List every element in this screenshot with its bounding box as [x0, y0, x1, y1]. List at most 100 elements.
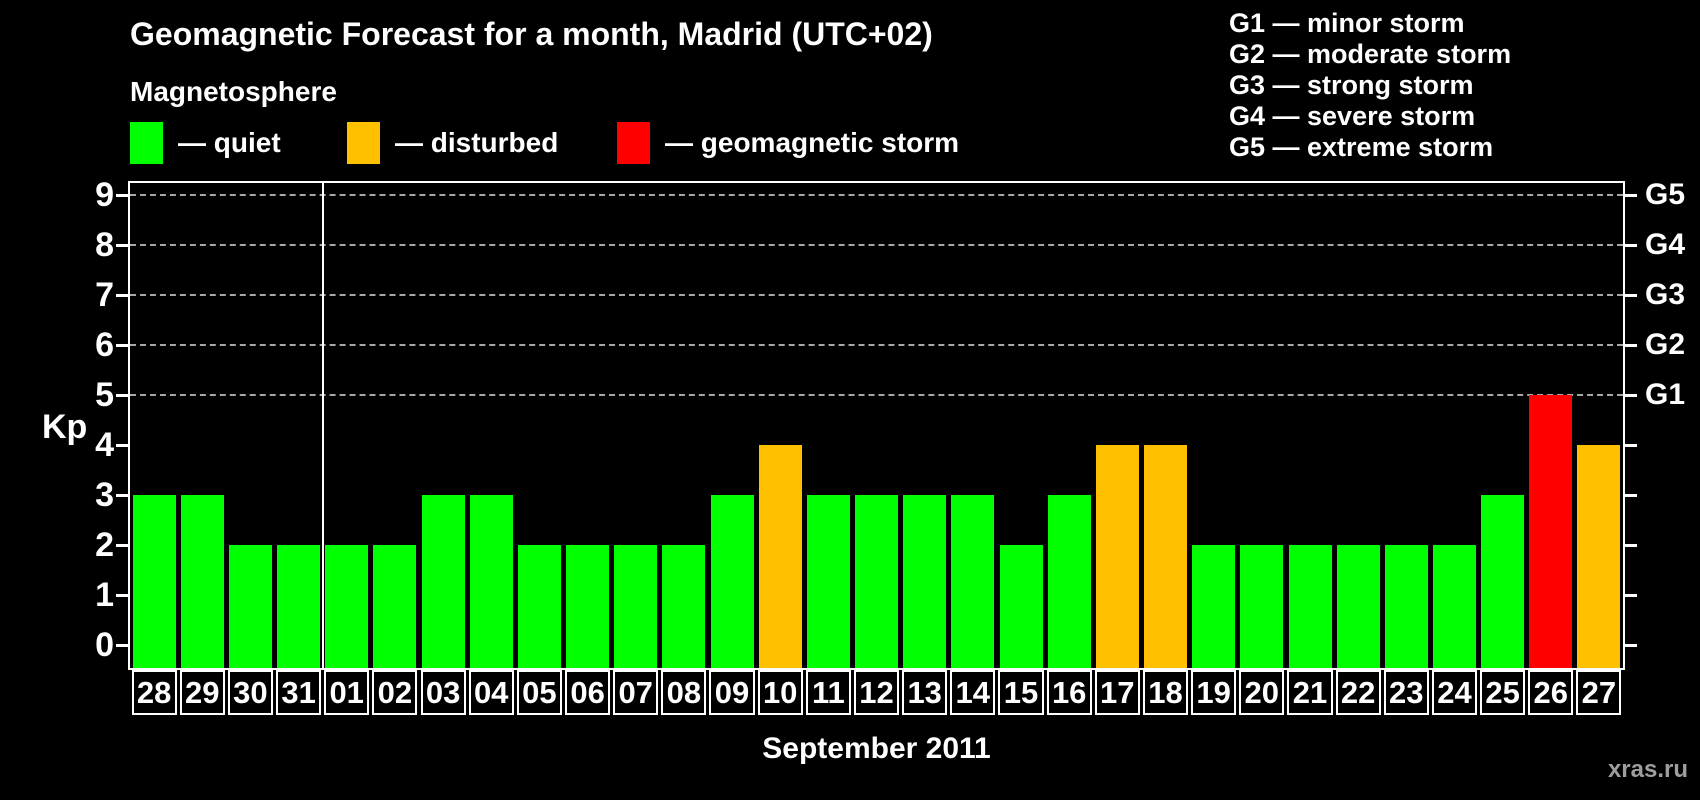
- g-axis-label-G2: G2: [1645, 328, 1686, 361]
- right-axis-tick-3: [1625, 494, 1637, 497]
- kp-bar-day-04: [469, 495, 513, 668]
- magnetosphere-legend: — quiet — disturbed — geomagnetic storm: [0, 122, 1700, 168]
- legend-swatch-storm: [617, 122, 650, 164]
- day-cell-05: 05: [516, 670, 562, 715]
- y-tick-label-9: 9: [95, 176, 114, 214]
- day-cell-17: 17: [1094, 670, 1140, 715]
- day-cell-24: 24: [1431, 670, 1478, 715]
- kp-bar-day-07: [614, 545, 658, 668]
- kp-bar-day-17: [1095, 445, 1139, 668]
- gridline-kp5: [130, 394, 1623, 396]
- right-axis-tick-2: [1625, 544, 1637, 547]
- legend-label-quiet: — quiet: [178, 127, 281, 158]
- kp-bar-day-13: [903, 495, 947, 668]
- g-axis-label-G4: G4: [1645, 228, 1686, 261]
- kp-bar-day-02: [373, 545, 417, 668]
- y-tick-label-0: 0: [95, 626, 114, 664]
- kp-bar-day-12: [855, 495, 898, 668]
- day-cell-04: 04: [468, 670, 514, 715]
- g-legend-line-1: G1 — minor storm: [1229, 8, 1465, 38]
- day-cell-08: 08: [661, 670, 707, 715]
- kp-bar-day-11: [806, 495, 850, 668]
- gridline-kp7: [130, 294, 1623, 296]
- kp-bar-day-18: [1144, 445, 1187, 668]
- y-axis-tick-5: [116, 394, 128, 397]
- day-cell-01: 01: [324, 670, 370, 715]
- right-axis-tick-4: [1625, 444, 1637, 447]
- gridline-kp9: [130, 194, 1623, 196]
- y-axis-tick-1: [116, 594, 128, 597]
- day-cell-28: 28: [131, 670, 177, 715]
- kp-bar-day-23: [1384, 545, 1428, 668]
- g-legend-line-5: G5 — extreme storm: [1229, 132, 1494, 162]
- g-axis-label-G3: G3: [1645, 278, 1686, 311]
- y-axis-tick-6: [116, 344, 128, 347]
- kp-bar-day-05: [517, 545, 561, 668]
- day-cell-13: 13: [902, 670, 948, 715]
- kp-bar-day-01: [325, 545, 369, 668]
- day-cell-09: 09: [709, 670, 755, 715]
- kp-bar-day-14: [951, 495, 995, 668]
- day-cell-18: 18: [1142, 670, 1189, 715]
- right-axis-tick-9: [1625, 194, 1637, 197]
- right-axis-tick-7: [1625, 294, 1637, 297]
- g-axis-label-G5: G5: [1645, 178, 1686, 211]
- kp-bar-day-19: [1192, 545, 1236, 668]
- day-cell-22: 22: [1335, 670, 1381, 715]
- kp-bar-day-27: [1577, 445, 1621, 668]
- kp-bar-day-25: [1481, 495, 1525, 668]
- kp-bar-day-09: [710, 495, 754, 668]
- day-cell-31: 31: [276, 670, 322, 715]
- legend-label-disturbed: — disturbed: [395, 127, 559, 158]
- kp-bar-day-06: [566, 545, 609, 668]
- day-cell-10: 10: [757, 670, 803, 715]
- y-axis-tick-0: [116, 644, 128, 647]
- y-tick-label-6: 6: [95, 326, 114, 364]
- gridline-kp6: [130, 344, 1623, 346]
- day-cell-19: 19: [1191, 670, 1237, 715]
- kp-bar-day-08: [662, 545, 706, 668]
- day-cell-23: 23: [1383, 670, 1429, 715]
- right-axis-tick-6: [1625, 344, 1637, 347]
- day-cell-15: 15: [998, 670, 1044, 715]
- kp-bar-day-31: [277, 545, 321, 668]
- day-cell-12: 12: [853, 670, 900, 715]
- legend-swatch-disturbed: [347, 122, 380, 164]
- y-axis-tick-9: [116, 194, 128, 197]
- kp-bar-day-03: [421, 495, 465, 668]
- day-cell-30: 30: [227, 670, 273, 715]
- day-cell-27: 27: [1576, 670, 1622, 715]
- day-cell-21: 21: [1287, 670, 1333, 715]
- y-tick-label-2: 2: [95, 526, 114, 564]
- kp-bar-day-20: [1240, 545, 1284, 668]
- day-cell-02: 02: [372, 670, 418, 715]
- kp-bar-day-22: [1336, 545, 1380, 668]
- month-label: September 2011: [762, 732, 991, 765]
- legend-item-disturbed: — disturbed: [347, 122, 558, 164]
- g-legend-line-3: G3 — strong storm: [1229, 70, 1474, 100]
- right-axis-tick-8: [1625, 244, 1637, 247]
- g-scale-legend: G1 — minor storm G2 — moderate storm G3 — …: [1229, 8, 1511, 163]
- day-cell-20: 20: [1239, 670, 1285, 715]
- day-cell-03: 03: [420, 670, 466, 715]
- kp-bar-day-15: [999, 545, 1043, 668]
- y-axis-tick-7: [116, 294, 128, 297]
- y-tick-label-1: 1: [95, 576, 114, 614]
- day-cell-07: 07: [613, 670, 659, 715]
- plot-area: [128, 181, 1625, 670]
- legend-item-storm: — geomagnetic storm: [617, 122, 959, 164]
- y-axis-tick-3: [116, 494, 128, 497]
- day-cell-14: 14: [950, 670, 996, 715]
- legend-item-quiet: — quiet: [130, 122, 281, 164]
- kp-bar-day-10: [758, 445, 802, 668]
- y-axis-tick-2: [116, 544, 128, 547]
- day-cell-29: 29: [179, 670, 225, 715]
- kp-bar-day-28: [132, 495, 176, 668]
- legend-swatch-quiet: [130, 122, 163, 164]
- day-cell-26: 26: [1528, 670, 1574, 715]
- y-tick-label-4: 4: [95, 426, 114, 464]
- watermark: xras.ru: [1607, 756, 1688, 783]
- day-cell-25: 25: [1480, 670, 1526, 715]
- day-cell-11: 11: [805, 670, 851, 715]
